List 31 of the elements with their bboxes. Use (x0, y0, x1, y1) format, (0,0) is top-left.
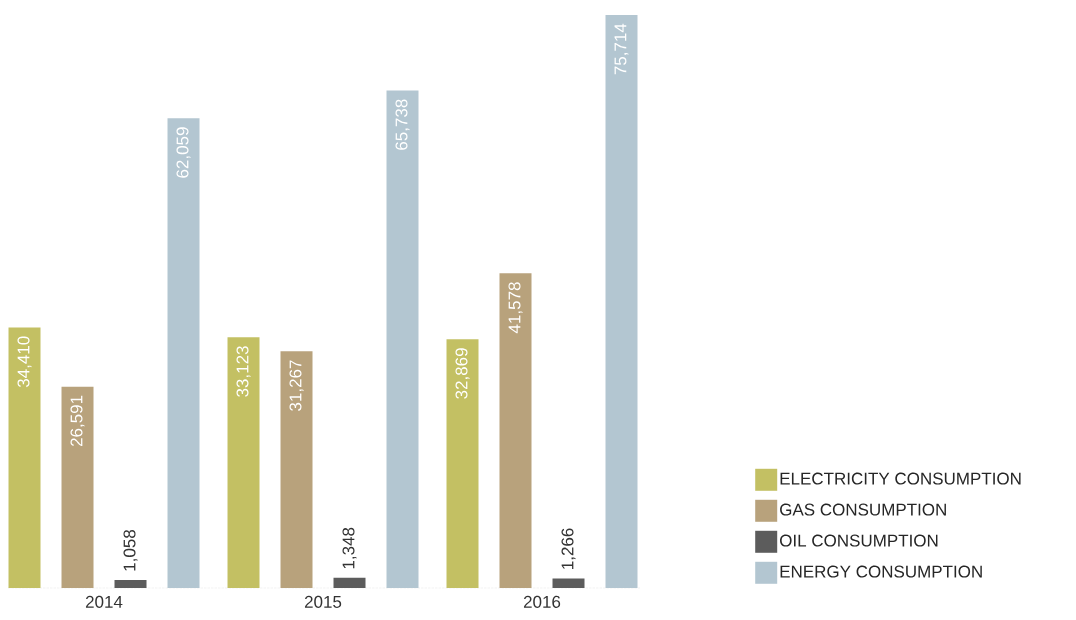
bar (552, 578, 585, 588)
x-tick-label: 2016 (523, 595, 561, 608)
bar (227, 337, 260, 588)
bar (8, 327, 41, 588)
data-label: 26,591 (70, 395, 85, 447)
data-label: 1,348 (342, 527, 357, 569)
data-label: 1,058 (123, 529, 138, 571)
legend-label: OIL CONSUMPTION (780, 534, 938, 547)
data-label: 65,738 (395, 99, 410, 150)
bar (114, 579, 147, 588)
data-label: 75,714 (614, 23, 629, 75)
legend-label: GAS CONSUMPTION (780, 503, 946, 516)
bar (280, 351, 313, 588)
legend-label: ENERGY CONSUMPTION (780, 565, 982, 578)
data-label: 31,267 (289, 360, 304, 411)
bar (386, 90, 419, 588)
bar (167, 118, 200, 588)
bar (446, 339, 479, 588)
x-tick-label: 2015 (304, 595, 342, 608)
data-label: 62,059 (176, 127, 191, 178)
bar (61, 386, 94, 588)
x-tick-label: 2014 (85, 595, 123, 608)
data-label: 32,869 (455, 348, 470, 399)
data-label: 33,123 (236, 346, 251, 397)
data-label: 41,578 (508, 282, 523, 334)
data-label: 1,266 (561, 528, 576, 569)
bar (499, 273, 532, 588)
bar (333, 577, 366, 588)
legend-label: ELECTRICITY CONSUMPTION (780, 472, 1021, 485)
bar (605, 14, 638, 588)
data-label: 34,410 (17, 336, 32, 388)
